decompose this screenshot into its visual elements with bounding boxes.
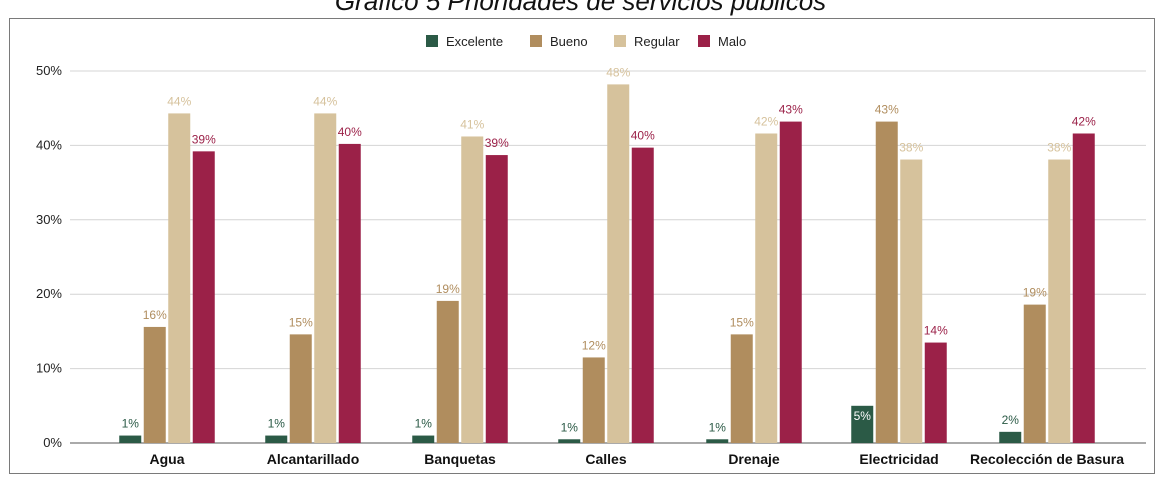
data-label: 41%	[460, 117, 484, 131]
legend-swatch	[426, 35, 438, 47]
y-tick-label: 50%	[36, 63, 62, 78]
bar-excelente	[119, 435, 142, 443]
data-label: 48%	[606, 65, 630, 79]
data-label: 38%	[899, 141, 923, 155]
bar-regular	[607, 84, 630, 443]
bar-regular	[755, 133, 778, 443]
bar-bueno	[582, 357, 605, 443]
category-label: Calles	[585, 451, 626, 467]
data-label: 1%	[268, 417, 286, 431]
data-label: 14%	[924, 324, 948, 338]
data-label: 19%	[1023, 286, 1047, 300]
data-label: 1%	[709, 420, 727, 434]
bar-bueno	[143, 326, 166, 443]
data-label: 40%	[338, 125, 362, 139]
bar-malo	[779, 121, 802, 443]
bar-malo	[1072, 133, 1095, 443]
legend-label: Bueno	[550, 34, 588, 49]
category-label: Recolección de Basura	[970, 451, 1124, 467]
legend-label: Regular	[634, 34, 680, 49]
data-label: 1%	[415, 417, 433, 431]
data-label: 1%	[561, 420, 579, 434]
data-label: 2%	[1002, 413, 1020, 427]
y-tick-label: 10%	[36, 361, 62, 376]
bar-bueno	[730, 334, 753, 443]
data-label: 38%	[1047, 141, 1071, 155]
bar-malo	[192, 151, 215, 444]
data-label: 44%	[167, 94, 191, 108]
bar-excelente	[412, 435, 435, 443]
data-label: 39%	[192, 132, 216, 146]
bar-regular	[461, 136, 484, 444]
y-tick-label: 0%	[43, 435, 62, 450]
bar-regular	[900, 159, 923, 443]
category-label: Electricidad	[859, 451, 938, 467]
bar-bueno	[875, 121, 898, 443]
legend-label: Malo	[718, 34, 746, 49]
data-label: 5%	[854, 409, 872, 423]
chart-frame	[9, 18, 1155, 474]
bar-regular	[1048, 159, 1071, 443]
category-label: Agua	[150, 451, 185, 467]
data-label: 1%	[122, 417, 140, 431]
data-label: 44%	[313, 94, 337, 108]
category-label: Alcantarillado	[267, 451, 360, 467]
data-label: 43%	[779, 103, 803, 117]
bar-excelente	[851, 405, 874, 443]
y-tick-label: 30%	[36, 212, 62, 227]
data-label: 15%	[730, 315, 754, 329]
data-label: 16%	[143, 308, 167, 322]
bar-malo	[338, 143, 361, 444]
legend-swatch	[530, 35, 542, 47]
category-label: Banquetas	[424, 451, 496, 467]
data-label: 12%	[582, 338, 606, 352]
bar-regular	[314, 113, 337, 444]
bar-malo	[924, 342, 947, 443]
bar-malo	[631, 147, 654, 443]
chart-title: Gráfico 5 Prioridades de servicios públi…	[334, 0, 827, 16]
bar-excelente	[999, 431, 1022, 443]
data-label: 19%	[436, 282, 460, 296]
bar-malo	[485, 155, 508, 443]
data-label: 42%	[1072, 114, 1096, 128]
y-tick-label: 40%	[36, 137, 62, 152]
bar-excelente	[558, 439, 581, 443]
data-label: 40%	[631, 129, 655, 143]
category-label: Drenaje	[728, 451, 780, 467]
bar-bueno	[1023, 304, 1046, 443]
bar-excelente	[706, 439, 729, 443]
legend-label: Excelente	[446, 34, 503, 49]
bar-bueno	[289, 334, 312, 443]
data-label: 15%	[289, 315, 313, 329]
data-label: 43%	[875, 103, 899, 117]
y-tick-label: 20%	[36, 286, 62, 301]
legend-swatch	[614, 35, 626, 47]
bar-regular	[168, 113, 191, 444]
legend-swatch	[698, 35, 710, 47]
data-label: 42%	[754, 114, 778, 128]
bar-bueno	[436, 300, 459, 443]
data-label: 39%	[485, 136, 509, 150]
bar-excelente	[265, 435, 288, 443]
